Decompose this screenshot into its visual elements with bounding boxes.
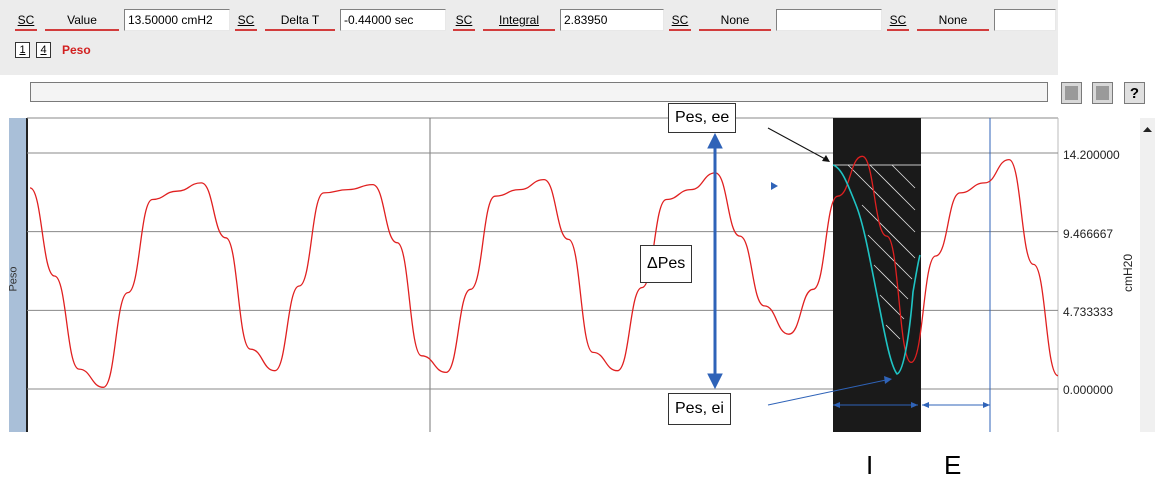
inspiratory-trace	[832, 164, 921, 375]
channel-1-button[interactable]: 1	[15, 42, 30, 58]
scroll-up-icon[interactable]	[1140, 122, 1155, 142]
none-button-2[interactable]: None	[914, 10, 992, 32]
pes-ee-callout: Pes, ee	[668, 103, 737, 133]
pes-ee-pointer	[767, 127, 830, 162]
overview-bar[interactable]	[30, 82, 1048, 102]
y-axis-unit: cmH20	[1121, 253, 1136, 293]
nav-left-icon[interactable]	[1061, 82, 1082, 104]
expiration-span-arrow	[922, 402, 990, 408]
sc-button-1[interactable]: SC	[12, 10, 40, 32]
expiration-phase-label: E	[944, 450, 962, 480]
sc-button-2[interactable]: SC	[232, 10, 260, 32]
vertical-scrollbar[interactable]	[1140, 118, 1155, 433]
value-button[interactable]: Value	[42, 10, 122, 32]
marker-arrow-icon	[771, 182, 778, 190]
pes-ei-callout: Pes, ei	[668, 393, 731, 425]
y-tick-label: 0.000000	[1063, 383, 1114, 397]
pressure-trace	[29, 155, 1059, 388]
y-tick-label: 9.466667	[1063, 227, 1114, 241]
nav-right-icon[interactable]	[1092, 82, 1113, 104]
channel-strip	[9, 118, 27, 433]
channel-name: Peso	[62, 43, 91, 57]
y-tick-label: 14.200000	[1063, 148, 1120, 162]
integral-button[interactable]: Integral	[480, 10, 558, 32]
delta-pes-arrow	[707, 132, 723, 390]
delta-pes-callout: ΔPes	[640, 245, 693, 283]
channel-4-button[interactable]: 4	[36, 42, 51, 58]
integral-hatch	[833, 164, 921, 340]
value-field[interactable]: 13.50000 cmH2	[124, 9, 230, 31]
annotation-area	[0, 432, 1155, 479]
delta-t-field[interactable]: -0.44000 sec	[340, 9, 446, 31]
none-button-1[interactable]: None	[696, 10, 774, 32]
help-button[interactable]: ?	[1124, 82, 1145, 104]
inspiration-span-arrow	[833, 402, 918, 408]
inspiration-band	[833, 118, 921, 433]
y-tick-label: 4.733333	[1063, 305, 1114, 319]
inspiration-phase-label: I	[866, 450, 874, 480]
sc-button-5[interactable]: SC	[884, 10, 912, 32]
pes-ei-pointer	[767, 376, 892, 406]
none-field-2[interactable]	[994, 9, 1056, 31]
none-field-1[interactable]	[776, 9, 882, 31]
integral-field[interactable]: 2.83950	[560, 9, 664, 31]
delta-t-button[interactable]: Delta T	[262, 10, 338, 32]
sc-button-3[interactable]: SC	[450, 10, 478, 32]
sc-button-4[interactable]: SC	[666, 10, 694, 32]
